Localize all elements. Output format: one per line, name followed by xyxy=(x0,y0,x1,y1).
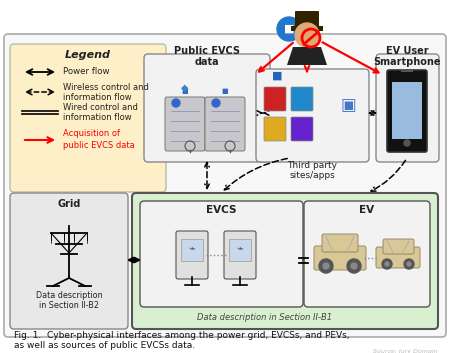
Polygon shape xyxy=(287,47,327,65)
FancyBboxPatch shape xyxy=(205,97,245,151)
Text: Source: Jury Domain: Source: Jury Domain xyxy=(374,348,438,353)
Text: sites/apps: sites/apps xyxy=(289,170,335,179)
Text: ◆: ◆ xyxy=(181,83,189,93)
FancyBboxPatch shape xyxy=(291,117,313,141)
Text: ⌁: ⌁ xyxy=(237,245,243,255)
Text: Wired control and: Wired control and xyxy=(63,102,138,112)
FancyBboxPatch shape xyxy=(10,44,166,192)
Text: data: data xyxy=(195,57,219,67)
Circle shape xyxy=(407,262,411,266)
Circle shape xyxy=(385,262,389,266)
Text: Fig. 1.  Cyber-physical interfaces among the power grid, EVCSs, and PEVs,: Fig. 1. Cyber-physical interfaces among … xyxy=(14,330,350,340)
FancyBboxPatch shape xyxy=(144,54,270,162)
FancyBboxPatch shape xyxy=(376,247,420,268)
Circle shape xyxy=(295,23,319,47)
Circle shape xyxy=(404,140,410,146)
FancyBboxPatch shape xyxy=(392,82,422,139)
Circle shape xyxy=(277,17,301,41)
Text: Third party: Third party xyxy=(287,161,337,169)
Circle shape xyxy=(382,259,392,269)
Text: public EVCS data: public EVCS data xyxy=(63,142,135,150)
FancyBboxPatch shape xyxy=(181,239,203,261)
FancyBboxPatch shape xyxy=(140,201,303,307)
FancyBboxPatch shape xyxy=(314,246,366,270)
Text: ▣: ▣ xyxy=(340,96,356,114)
FancyBboxPatch shape xyxy=(264,117,286,141)
FancyBboxPatch shape xyxy=(4,34,446,337)
Text: ■: ■ xyxy=(284,24,294,34)
Text: as well as sources of public EVCSs data.: as well as sources of public EVCSs data. xyxy=(14,341,195,349)
Text: Power flow: Power flow xyxy=(63,67,109,77)
Text: Data description in Section II-B1: Data description in Section II-B1 xyxy=(198,313,333,323)
Circle shape xyxy=(212,99,220,107)
Text: ■: ■ xyxy=(182,88,188,94)
Text: Acquisition of: Acquisition of xyxy=(63,128,120,138)
FancyBboxPatch shape xyxy=(376,54,439,162)
FancyBboxPatch shape xyxy=(291,26,323,31)
FancyBboxPatch shape xyxy=(132,193,438,329)
FancyBboxPatch shape xyxy=(383,239,414,254)
FancyBboxPatch shape xyxy=(322,234,358,252)
Circle shape xyxy=(404,259,414,269)
FancyBboxPatch shape xyxy=(264,87,286,111)
FancyBboxPatch shape xyxy=(295,11,319,27)
FancyBboxPatch shape xyxy=(304,201,430,307)
Circle shape xyxy=(347,259,361,273)
Circle shape xyxy=(172,99,180,107)
Text: Grid: Grid xyxy=(57,199,81,209)
FancyBboxPatch shape xyxy=(291,87,313,111)
FancyBboxPatch shape xyxy=(256,69,369,162)
FancyBboxPatch shape xyxy=(165,97,205,151)
Text: information flow: information flow xyxy=(63,113,131,121)
FancyBboxPatch shape xyxy=(176,231,208,279)
Circle shape xyxy=(351,263,357,269)
FancyBboxPatch shape xyxy=(229,239,251,261)
Circle shape xyxy=(323,263,329,269)
Text: in Section II-B2: in Section II-B2 xyxy=(39,301,99,311)
Text: Public EVCS: Public EVCS xyxy=(174,46,240,56)
FancyBboxPatch shape xyxy=(387,70,427,152)
Text: ■: ■ xyxy=(222,88,228,94)
Text: information flow: information flow xyxy=(63,92,131,102)
Text: EV User: EV User xyxy=(386,46,428,56)
Text: ■: ■ xyxy=(272,71,282,81)
Text: EVCS: EVCS xyxy=(206,205,236,215)
Text: Wireless control and: Wireless control and xyxy=(63,83,149,91)
FancyBboxPatch shape xyxy=(10,193,128,329)
Text: EV: EV xyxy=(360,205,374,215)
Text: ⌁: ⌁ xyxy=(189,245,195,255)
Text: Data description: Data description xyxy=(36,291,102,299)
Text: Smartphone: Smartphone xyxy=(373,57,441,67)
Circle shape xyxy=(319,259,333,273)
FancyBboxPatch shape xyxy=(224,231,256,279)
Text: Legend: Legend xyxy=(65,50,111,60)
